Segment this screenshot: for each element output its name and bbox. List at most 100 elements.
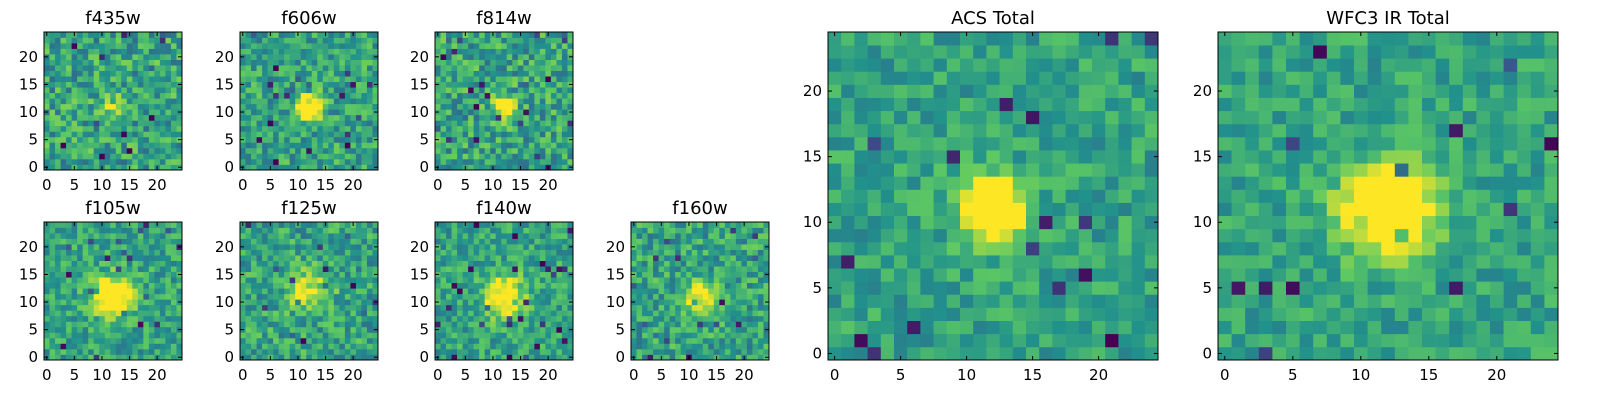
heatmap-cell [534,59,541,66]
heatmap-cell [143,92,150,99]
heatmap-cell [115,293,122,300]
heatmap-cell [148,244,155,250]
heatmap-cell [132,310,139,317]
heatmap-cell [517,337,524,344]
heatmap-cell [550,304,557,311]
heatmap-cell [273,65,279,71]
heatmap-cell [71,255,78,261]
heatmap-cell [534,70,541,77]
heatmap-cell [653,271,659,278]
heatmap-cell [262,142,268,149]
heatmap-cell [468,337,474,344]
heatmap-cell [550,48,557,55]
heatmap-cell [121,48,128,55]
heatmap-cell [669,222,676,228]
heatmap-cell [328,120,335,127]
heatmap-cell [664,348,670,355]
heatmap-cell [361,238,368,245]
heatmap-cell [495,321,502,328]
heatmap-cell [457,343,463,350]
heatmap-cell [451,244,458,250]
heatmap-cell [121,293,128,300]
heatmap-cell [154,142,161,149]
heatmap-cell [545,266,552,273]
heatmap-cell [104,125,111,132]
heatmap-cell [907,346,921,361]
heatmap-cell [143,109,150,116]
heatmap-cell [88,288,95,295]
heatmap-cell [339,227,346,234]
heatmap-cell [339,109,346,116]
heatmap-cell [528,244,535,250]
heatmap-cell [165,54,172,60]
heatmap-cell [110,288,117,295]
heatmap-cell [256,222,263,228]
heatmap-cell [462,277,469,284]
heatmap-cell [137,43,144,49]
heatmap-cell [333,227,340,234]
heatmap-cell [71,260,78,267]
heatmap-cell [317,271,324,278]
heatmap-cell [708,266,715,273]
heatmap-cell [328,260,335,267]
heatmap-cell [1105,268,1119,282]
heatmap-cell [550,277,557,284]
heatmap-cell [121,222,128,228]
heatmap-cell [523,238,530,245]
heatmap-cell [311,343,318,350]
heatmap-cell [121,43,128,49]
heatmap-cell [647,249,654,256]
axes-frame [43,221,183,361]
heatmap-cell [567,277,574,284]
heatmap-cell [344,81,351,88]
heatmap-cell [60,238,67,245]
heatmap-cell [468,43,474,49]
heatmap-cell [99,125,106,132]
heatmap-cell [523,271,530,278]
heatmap-cell [82,142,89,149]
heatmap-cell [44,227,50,234]
heatmap-cell [148,54,155,60]
heatmap-cell [262,76,268,83]
heatmap-cell [567,153,574,160]
heatmap-cell [435,304,441,311]
heatmap-cell [642,337,648,344]
heatmap-cell [339,164,346,171]
heatmap-cell [333,255,340,261]
heatmap-cell [267,299,274,306]
heatmap-cell [311,310,318,317]
heatmap-cell [289,103,296,110]
heatmap-cell [333,87,340,94]
heatmap-cell [473,288,480,295]
heatmap-cell [300,54,307,60]
heatmap-cell [702,233,709,239]
heatmap-cell [262,315,268,322]
heatmap-cell [99,233,106,239]
heatmap-cell [680,222,687,228]
heatmap-cell [165,293,172,300]
heatmap-cell [311,32,318,38]
heatmap-cell [828,307,842,321]
heatmap-cell [159,277,166,284]
heatmap-cell [479,32,486,38]
heatmap-cell [495,337,502,344]
heatmap-cell [154,348,161,355]
heatmap-cell [435,125,441,132]
heatmap-cell [339,120,346,127]
heatmap-cell [317,153,324,160]
heatmap-cell [55,233,61,239]
heatmap-cell [372,277,379,284]
heatmap-cell [99,37,106,44]
heatmap-cell [523,255,530,261]
heatmap-cell [71,142,78,149]
heatmap-cell [435,332,441,339]
heatmap-cell [763,266,770,273]
heatmap-cell [636,238,643,245]
heatmap-cell [490,147,497,154]
heatmap-cell [561,227,568,234]
heatmap-cell [1078,189,1093,203]
heatmap-cell [752,299,759,306]
heatmap-cell [933,307,948,321]
heatmap-cell [306,354,313,361]
heatmap-cell [361,249,368,256]
